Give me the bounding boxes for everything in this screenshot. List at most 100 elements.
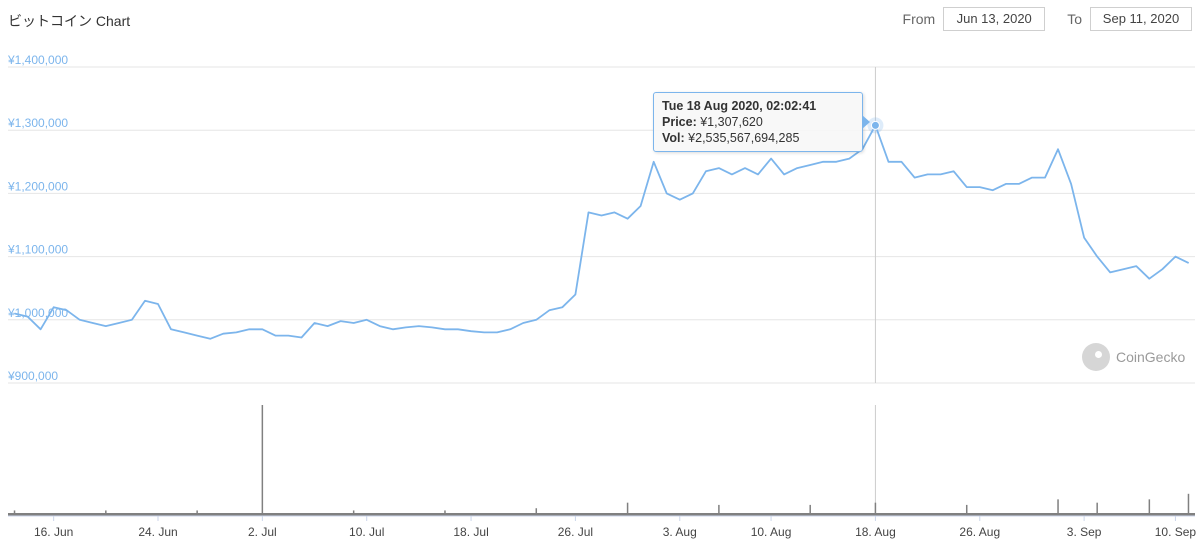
volume-bar [13,510,16,516]
price-point [640,205,642,207]
price-point [196,335,198,337]
price-point [901,161,903,163]
volume-bar [1096,502,1098,516]
price-point [222,333,224,335]
volume-bar [874,502,877,516]
price-point [366,319,368,321]
x-tick-label: 26. Jul [558,525,593,539]
volume-bar [444,510,446,516]
price-point [509,328,511,330]
price-point [1057,148,1059,150]
price-point [470,330,472,332]
price-point [431,326,433,328]
volume-bar [261,405,264,516]
y-tick-label: ¥1,200,000 [7,179,68,193]
price-point [248,328,250,330]
price-point [1187,262,1189,264]
grid-lines [8,66,1195,384]
price-point [131,319,133,321]
price-point [40,328,42,330]
price-point [1122,268,1124,270]
price-line [14,124,1189,340]
date-range-picker: From Jun 13, 2020 To Sep 11, 2020 [903,7,1192,31]
price-point [770,158,772,160]
y-tick-label: ¥1,400,000 [7,53,68,67]
y-axis-labels: ¥900,000¥1,000,000¥1,100,000¥1,200,000¥1… [7,53,68,383]
price-point [405,326,407,328]
price-point [496,331,498,333]
y-tick-label: ¥1,100,000 [7,243,68,257]
coingecko-logo-icon [1082,343,1110,371]
price-point [209,338,211,340]
price-point [914,177,916,179]
price-point [757,173,759,175]
volume-bars [8,405,1195,516]
y-tick-label: ¥900,000 [7,369,58,383]
tooltip-date: Tue 18 Aug 2020, 02:02:41 [662,99,817,113]
from-label: From [902,11,936,27]
x-tick-label: 10. Aug [751,525,792,539]
x-axis-labels: 16. Jun 24. Jun 2. Jul 10. Jul 18. Jul 26. Ju… [8,515,1196,539]
price-point [300,336,302,338]
price-point [483,331,485,333]
price-point [353,322,355,324]
price-point [848,158,850,160]
price-point [796,167,798,169]
price-point [574,294,576,296]
x-tick-label: 16. Jun [34,525,73,539]
price-point [966,186,968,188]
price-point [653,161,655,163]
price-point [1096,256,1098,258]
price-point [587,211,589,213]
price-point [614,211,616,213]
y-tick-label: ¥1,300,000 [7,116,68,130]
x-tick-label: 3. Aug [663,525,697,539]
price-point [535,319,537,321]
price-point [692,192,694,194]
price-point [979,186,981,188]
x-tick-label: 10. Jul [349,525,384,539]
to-date-input[interactable]: Sep 11, 2020 [1090,7,1192,31]
from-date-input[interactable]: Jun 13, 2020 [943,7,1046,31]
coingecko-watermark: CoinGecko [1082,343,1185,371]
price-point [744,167,746,169]
volume-bar [352,510,355,516]
price-point [1070,183,1072,185]
price-point [1109,271,1111,273]
price-point [340,320,342,322]
hover-marker [870,120,880,130]
price-point [118,322,120,324]
price-point [1031,177,1033,179]
to-label: To [1067,11,1082,27]
x-tick-label: 18. Aug [855,525,896,539]
price-point [627,218,629,220]
price-point [444,328,446,330]
price-point [940,173,942,175]
price-point [157,303,159,305]
price-point [1135,265,1137,267]
volume-bar [1057,499,1059,516]
volume-bar [1187,493,1190,516]
tooltip-volume: Vol: ¥2,535,567,694,285 [662,131,800,145]
price-series [14,117,1189,340]
price-point [66,309,68,311]
price-point [731,173,733,175]
price-point [235,331,237,333]
price-point [418,325,420,327]
volume-bar [1148,499,1151,516]
price-point [392,328,394,330]
price-point [1005,183,1007,185]
watermark-text: CoinGecko [1116,349,1186,365]
price-point [287,335,289,337]
price-point [1161,268,1163,270]
price-point [718,167,720,169]
price-point [170,328,172,330]
tooltip-price: Price: ¥1,307,620 [662,115,763,129]
price-point [144,300,146,302]
price-point [27,316,29,318]
price-point [14,312,16,314]
volume-bar [965,504,968,516]
volume-bar [809,504,811,516]
price-point [92,322,94,324]
